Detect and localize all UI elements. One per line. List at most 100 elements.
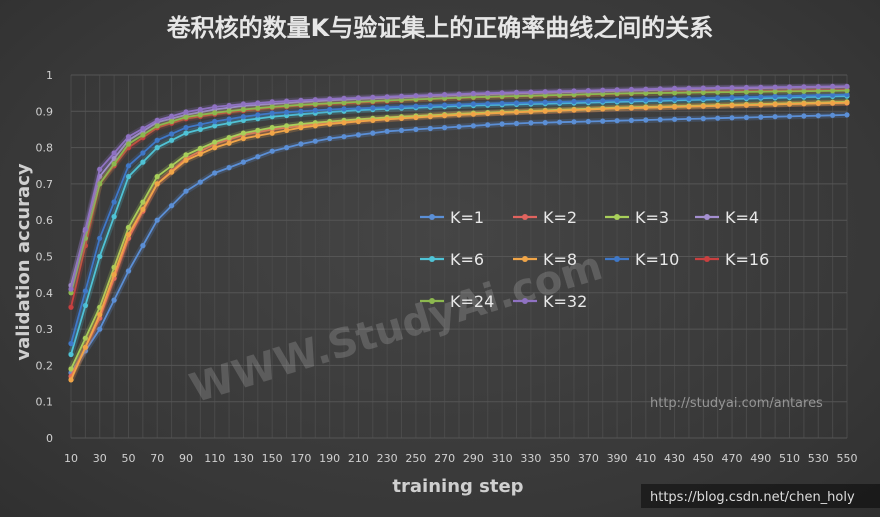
data-point xyxy=(111,272,117,278)
data-point xyxy=(154,217,160,223)
data-point xyxy=(600,87,606,93)
data-point xyxy=(815,92,821,98)
data-point xyxy=(111,161,117,167)
data-point xyxy=(513,120,520,127)
data-point xyxy=(111,214,117,220)
data-point xyxy=(68,290,74,296)
x-tick-label: 130 xyxy=(233,452,254,465)
data-point xyxy=(801,113,807,119)
data-point xyxy=(255,105,261,111)
data-point xyxy=(240,159,246,165)
data-point xyxy=(442,102,448,108)
data-point xyxy=(786,101,793,107)
data-point xyxy=(830,88,836,94)
data-point xyxy=(240,130,246,136)
data-point xyxy=(499,93,505,99)
series-K=32 xyxy=(68,83,850,292)
data-point xyxy=(672,96,678,102)
data-point xyxy=(815,113,821,119)
data-point xyxy=(355,132,361,138)
x-tick-label: 230 xyxy=(377,452,398,465)
data-point xyxy=(398,127,405,133)
x-tick-label: 490 xyxy=(750,452,771,465)
data-point xyxy=(542,89,548,95)
data-point xyxy=(312,138,318,144)
data-point xyxy=(456,102,462,108)
data-point xyxy=(700,116,706,122)
data-point xyxy=(82,344,88,350)
data-point xyxy=(240,106,246,113)
data-point xyxy=(284,145,290,151)
data-point xyxy=(327,135,333,142)
data-point xyxy=(269,125,275,131)
data-point xyxy=(657,117,663,123)
data-point xyxy=(485,122,491,128)
chart-title: 卷积核的数量K与验证集上的正确率曲线之间的关系 xyxy=(167,14,714,42)
data-point xyxy=(125,141,132,147)
data-point xyxy=(485,90,491,96)
x-tick-label: 30 xyxy=(93,452,107,465)
data-point xyxy=(125,163,132,169)
legend-item: K=8 xyxy=(513,250,577,269)
data-point xyxy=(140,159,146,165)
data-point xyxy=(255,112,261,118)
data-point xyxy=(513,109,520,115)
data-point xyxy=(384,97,390,103)
data-point xyxy=(470,94,476,100)
data-point xyxy=(240,117,246,123)
data-point xyxy=(801,93,807,99)
data-point xyxy=(442,95,448,101)
data-point xyxy=(427,125,433,132)
data-point xyxy=(743,84,750,91)
data-point xyxy=(154,123,160,129)
data-point xyxy=(686,96,692,102)
data-point xyxy=(657,96,663,102)
data-point xyxy=(125,232,132,238)
data-point xyxy=(715,95,721,101)
data-point xyxy=(240,135,246,142)
data-point xyxy=(628,97,635,103)
data-point xyxy=(82,226,88,232)
legend-item: K=10 xyxy=(605,250,679,269)
data-point xyxy=(772,93,778,99)
data-point xyxy=(269,114,275,120)
x-tick-label: 150 xyxy=(262,452,283,465)
data-point xyxy=(499,100,505,106)
data-point xyxy=(140,132,146,138)
data-point xyxy=(585,106,591,113)
data-point xyxy=(226,140,232,146)
data-point xyxy=(68,286,74,292)
data-point xyxy=(312,123,318,129)
data-point xyxy=(657,86,663,92)
data-point xyxy=(844,83,850,89)
data-point xyxy=(68,341,74,347)
legend-label: K=1 xyxy=(450,208,484,227)
x-tick-label: 190 xyxy=(319,452,340,465)
x-tick-label: 550 xyxy=(837,452,858,465)
data-point xyxy=(413,126,419,132)
data-point xyxy=(140,150,146,156)
data-point xyxy=(140,243,146,249)
data-point xyxy=(355,105,361,111)
x-tick-label: 450 xyxy=(693,452,714,465)
data-point xyxy=(528,100,534,106)
data-point xyxy=(284,127,290,133)
data-point xyxy=(614,118,620,124)
data-point xyxy=(226,102,232,109)
legend-swatch-marker xyxy=(522,298,528,304)
x-tick-label: 330 xyxy=(520,452,541,465)
y-tick-label: 1 xyxy=(46,69,53,82)
legend-label: K=4 xyxy=(725,208,759,227)
legend-swatch-marker xyxy=(522,256,528,262)
data-point xyxy=(557,99,563,105)
data-point xyxy=(97,235,103,241)
data-point xyxy=(169,113,175,119)
data-point xyxy=(154,117,160,123)
data-point xyxy=(370,130,376,136)
data-point xyxy=(269,130,275,136)
data-point xyxy=(830,92,836,98)
series-K=8 xyxy=(68,99,850,383)
data-point xyxy=(197,112,203,118)
data-point xyxy=(154,181,160,187)
